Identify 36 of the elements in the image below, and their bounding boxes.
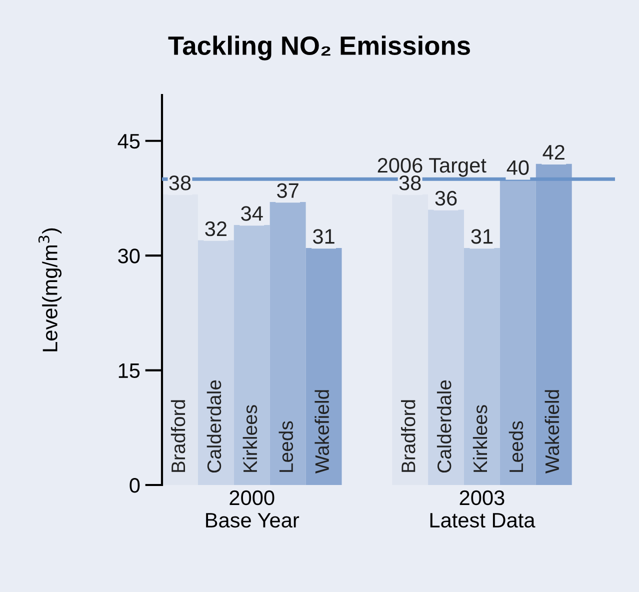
bar [306, 248, 342, 485]
x-tick-label: 2000 Base Year [206, 490, 300, 528]
data-label: 38 [169, 176, 191, 190]
bar [234, 225, 270, 485]
y-tick-label: 15 [118, 364, 140, 378]
x-tick-label: 2003 Latest Data [430, 490, 536, 528]
text: Leeds [508, 421, 524, 472]
data-label: 38 [399, 176, 421, 190]
text: Wakefield [544, 390, 560, 474]
chart-title: Tackling NO₂ Emissions [168, 36, 470, 60]
text: Kirklees [472, 405, 488, 472]
bar [464, 248, 500, 485]
series-label: Wakefield [314, 390, 330, 474]
series-label: Calderdale [436, 380, 452, 473]
data-label: 34 [241, 206, 263, 221]
ref-line-label: 2006 Target [378, 158, 486, 177]
data-label: 40 [506, 160, 529, 175]
text: Calderdale [206, 380, 222, 473]
series-label: Kirklees [242, 405, 258, 472]
y-tick-label: 30 [118, 248, 140, 264]
y-axis-title: Level(mg/m$^{3}$) [38, 228, 62, 352]
bar [428, 210, 464, 485]
bar [536, 164, 572, 485]
y-tick-label: 0 [130, 478, 140, 493]
series-label: Bradford [401, 400, 416, 472]
data-label: 36 [435, 190, 457, 206]
data-label: 31 [471, 229, 493, 244]
text: Bradford [170, 400, 186, 472]
data-label: 37 [277, 183, 298, 198]
bar [270, 202, 306, 485]
data-label: 32 [205, 221, 226, 236]
data-label: 42 [542, 144, 564, 160]
series-label: Leeds [278, 421, 294, 472]
bar [198, 240, 234, 485]
y-tick-label: 45 [118, 134, 140, 149]
data-label: 31 [312, 229, 334, 244]
